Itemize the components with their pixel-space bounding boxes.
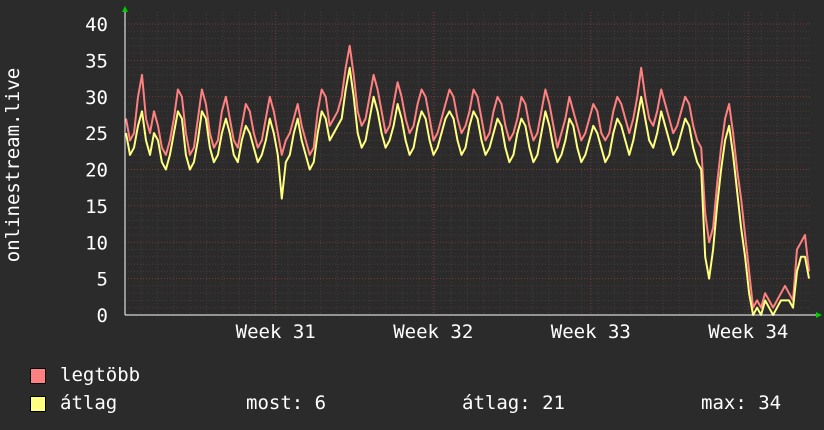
y-tick-label: 30 bbox=[85, 87, 108, 109]
x-axis-arrow bbox=[816, 312, 822, 318]
legend-swatch-max bbox=[30, 368, 46, 384]
y-tick-label: 10 bbox=[85, 232, 108, 254]
y-tick-label: 20 bbox=[85, 160, 108, 182]
y-tick-label: 35 bbox=[85, 50, 108, 72]
legend-label-max: legtöbb bbox=[60, 364, 141, 386]
stat-maximum: max: 34 bbox=[701, 392, 782, 414]
y-tick-label: 15 bbox=[85, 196, 108, 218]
x-tick-label: Week 33 bbox=[551, 321, 631, 343]
y-tick-label: 40 bbox=[85, 14, 108, 36]
x-tick-label: Week 32 bbox=[393, 321, 473, 343]
x-tick-label: Week 31 bbox=[236, 321, 316, 343]
legend-swatch-avg bbox=[30, 396, 46, 412]
y-tick-label: 5 bbox=[97, 269, 108, 291]
y-tick-label: 0 bbox=[97, 305, 108, 327]
y-axis-arrow bbox=[122, 6, 128, 12]
series-line-avg bbox=[125, 66, 810, 316]
legend-label-avg: átlag bbox=[60, 392, 118, 414]
y-axis-title: onlinestream.live bbox=[2, 68, 24, 262]
series-line-max bbox=[125, 44, 810, 309]
stat-current: most: 6 bbox=[246, 392, 327, 414]
line-chart: 0 5 10 15 20 25 30 35 40 Week 31 Week 32 Week 33 Wee… bbox=[2, 6, 822, 343]
stat-average: átlag: 21 bbox=[462, 392, 565, 414]
x-tick-label: Week 34 bbox=[708, 321, 788, 343]
y-tick-label: 25 bbox=[85, 123, 108, 145]
